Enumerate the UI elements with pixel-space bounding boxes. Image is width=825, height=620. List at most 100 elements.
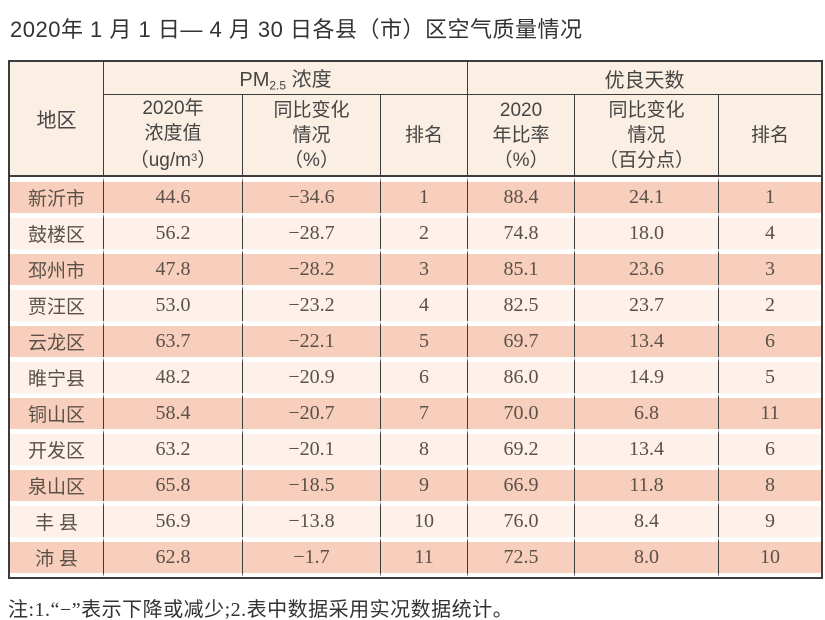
unit-suffix: ） <box>197 150 217 172</box>
pm-group-rest: 浓度 <box>286 69 332 92</box>
unit-superscript: 3 <box>190 152 198 165</box>
cell-days-change: 23.6 <box>575 249 720 285</box>
cell-pm-change: −13.8 <box>243 501 381 537</box>
header-days-rank: 排名 <box>719 95 822 177</box>
cell-days-rank: 8 <box>719 465 822 501</box>
table-row: 睢宁县 48.2 −20.9 6 86.0 14.9 5 <box>10 357 822 393</box>
cell-days-rank: 3 <box>719 249 822 285</box>
cell-pm-rank: 6 <box>381 357 469 393</box>
cell-pm-rank: 5 <box>381 321 469 357</box>
cell-days-rank: 6 <box>719 429 822 465</box>
cell-pm-rank: 3 <box>381 249 469 285</box>
cell-days-rank: 9 <box>719 501 822 537</box>
cell-pm-change: −20.1 <box>243 429 381 465</box>
cell-pm-rank: 9 <box>381 465 469 501</box>
header-days-rate-line2: 年比率 <box>492 124 550 146</box>
cell-pm-value: 44.6 <box>104 177 243 213</box>
header-days-rate: 2020 年比率 （%） <box>468 95 576 177</box>
cell-days-rate: 74.8 <box>468 213 576 249</box>
cell-days-change: 8.4 <box>575 501 720 537</box>
group-header-row: 地区 PM2.5 浓度 优良天数 <box>10 62 822 177</box>
cell-days-rate: 76.0 <box>468 501 576 537</box>
page-title: 2020年 1 月 1 日— 4 月 30 日各县（市）区空气质量情况 <box>10 17 583 42</box>
cell-region: 贾汪区 <box>10 285 104 321</box>
header-pm-rank: 排名 <box>381 95 469 177</box>
cell-days-change: 13.4 <box>575 429 720 465</box>
cell-days-rate: 69.7 <box>468 321 576 357</box>
cell-region: 沛 县 <box>10 537 104 577</box>
cell-days-rate: 70.0 <box>468 393 576 429</box>
table-row: 新沂市 44.6 −34.6 1 88.4 24.1 1 <box>10 177 822 213</box>
cell-pm-value: 63.2 <box>104 429 243 465</box>
cell-days-rank: 11 <box>719 393 822 429</box>
cell-pm-change: −1.7 <box>243 537 381 577</box>
cell-days-change: 24.1 <box>575 177 720 213</box>
cell-pm-value: 56.2 <box>104 213 243 249</box>
header-pm-value-line3: （ug/m3） <box>104 146 242 173</box>
cell-days-change: 23.7 <box>575 285 720 321</box>
cell-pm-rank: 4 <box>381 285 469 321</box>
cell-region: 鼓楼区 <box>10 213 104 249</box>
cell-pm-value: 58.4 <box>104 393 243 429</box>
table-header: 地区 PM2.5 浓度 优良天数 2020年 浓度值 （ug/m3） 同比变化 … <box>10 62 822 177</box>
cell-pm-value: 63.7 <box>104 321 243 357</box>
header-region: 地区 <box>10 62 104 177</box>
cell-region: 开发区 <box>10 429 104 465</box>
cell-region: 云龙区 <box>10 321 104 357</box>
cell-days-rank: 6 <box>719 321 822 357</box>
cell-days-change: 11.8 <box>575 465 720 501</box>
header-pm-value-line1: 2020年 <box>142 98 204 120</box>
cell-pm-change: −28.2 <box>243 249 381 285</box>
table-row: 开发区 63.2 −20.1 8 69.2 13.4 6 <box>10 429 822 465</box>
cell-region: 睢宁县 <box>10 357 104 393</box>
cell-pm-change: −22.1 <box>243 321 381 357</box>
header-days-rate-line3: （%） <box>493 149 549 171</box>
cell-days-change: 18.0 <box>575 213 720 249</box>
header-pm-change-line1: 同比变化 <box>273 99 350 121</box>
header-days-change-line3: （百分点） <box>599 149 695 171</box>
header-days-change: 同比变化 情况 （百分点） <box>575 95 720 177</box>
header-pm-change: 同比变化 情况 （%） <box>243 95 381 177</box>
air-quality-table: 地区 PM2.5 浓度 优良天数 2020年 浓度值 （ug/m3） 同比变化 … <box>8 60 824 579</box>
cell-pm-value: 65.8 <box>104 465 243 501</box>
cell-days-rate: 72.5 <box>468 537 576 577</box>
cell-pm-change: −20.7 <box>243 393 381 429</box>
cell-pm-value: 48.2 <box>104 357 243 393</box>
cell-pm-rank: 8 <box>381 429 469 465</box>
cell-pm-value: 53.0 <box>104 285 243 321</box>
cell-pm-rank: 2 <box>381 213 469 249</box>
cell-pm-rank: 10 <box>381 501 469 537</box>
cell-days-rank: 5 <box>719 357 822 393</box>
table-row: 贾汪区 53.0 −23.2 4 82.5 23.7 2 <box>10 285 822 321</box>
cell-pm-rank: 1 <box>381 177 469 213</box>
header-pm-value-line2: 浓度值 <box>144 123 202 145</box>
cell-days-rate: 88.4 <box>468 177 576 213</box>
unit-prefix: （ug/m <box>129 150 191 172</box>
cell-days-rate: 82.5 <box>468 285 576 321</box>
header-days-group: 优良天数 <box>468 62 822 95</box>
cell-days-change: 8.0 <box>575 537 720 577</box>
cell-days-rank: 10 <box>719 537 822 577</box>
cell-pm-change: −23.2 <box>243 285 381 321</box>
header-pm-value: 2020年 浓度值 （ug/m3） <box>104 95 243 177</box>
cell-region: 丰 县 <box>10 501 104 537</box>
cell-days-rate: 86.0 <box>468 357 576 393</box>
cell-region: 铜山区 <box>10 393 104 429</box>
table-row: 铜山区 58.4 −20.7 7 70.0 6.8 11 <box>10 393 822 429</box>
header-days-rate-line1: 2020 <box>499 99 543 121</box>
footnote: 注:1.“−”表示下降或减少;2.表中数据采用实况数据统计。 <box>8 599 514 620</box>
sub-header-row: 2020年 浓度值 （ug/m3） 同比变化 情况 （%） 排名 2020 年比… <box>10 95 822 177</box>
cell-days-rank: 1 <box>719 177 822 213</box>
cell-region: 新沂市 <box>10 177 104 213</box>
cell-region: 邳州市 <box>10 249 104 285</box>
cell-pm-change: −34.6 <box>243 177 381 213</box>
cell-days-rate: 66.9 <box>468 465 576 501</box>
header-pm-change-line3: （%） <box>284 149 339 171</box>
header-days-change-line2: 情况 <box>627 124 666 146</box>
cell-pm-change: −18.5 <box>243 465 381 501</box>
header-pm-change-line2: 情况 <box>292 124 331 146</box>
table-row: 云龙区 63.7 −22.1 5 69.7 13.4 6 <box>10 321 822 357</box>
cell-days-change: 14.9 <box>575 357 720 393</box>
cell-days-rank: 2 <box>719 285 822 321</box>
